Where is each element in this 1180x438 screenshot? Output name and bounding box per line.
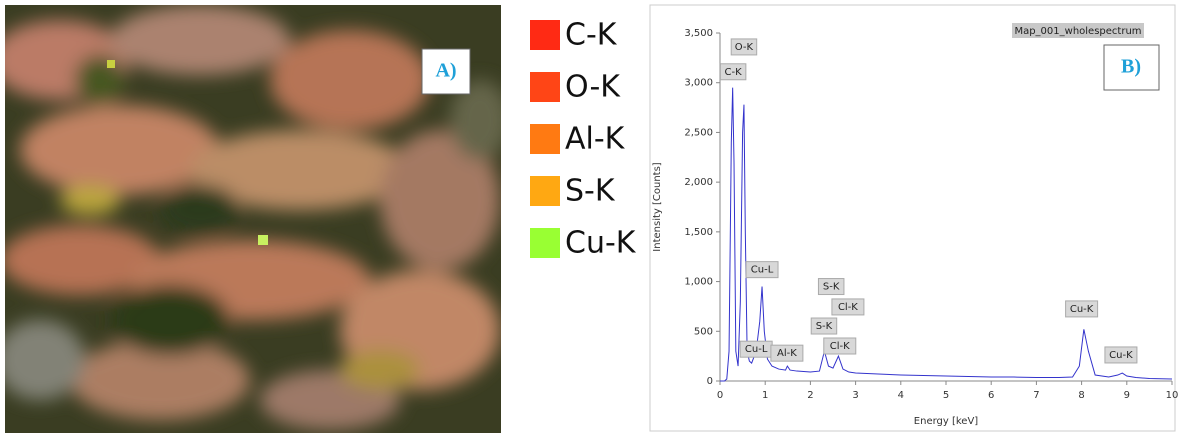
- y-tick-label: 3,500: [684, 28, 713, 39]
- y-tick-label: 3,000: [684, 78, 713, 89]
- y-tick-label: 0: [707, 376, 713, 387]
- legend-swatch: [530, 124, 560, 154]
- y-tick-label: 1,000: [684, 277, 713, 288]
- x-axis-label: Energy [keV]: [914, 416, 979, 427]
- legend-label: Cu-K: [565, 226, 637, 261]
- legend-label: C-K: [565, 18, 618, 53]
- peak-label: S-K: [823, 282, 840, 293]
- figure: A) C-K O-K Al-K S-K Cu-K Map_001_wholespectr…: [0, 0, 1180, 434]
- peak-label: Cl-K: [830, 341, 850, 352]
- x-tick-label: 6: [988, 390, 994, 401]
- peak-label: Cu-L: [751, 265, 774, 276]
- map-legend: C-K O-K Al-K S-K Cu-K: [530, 18, 637, 261]
- legend-label: O-K: [565, 70, 621, 105]
- legend-label: S-K: [565, 174, 616, 209]
- peak-label: Cl-K: [838, 302, 858, 313]
- legend-swatch: [530, 72, 560, 102]
- peak-label: Cu-K: [1109, 350, 1133, 361]
- x-tick-label: 7: [1033, 390, 1039, 401]
- y-tick-label: 1,500: [684, 227, 713, 238]
- x-tick-label: 3: [852, 390, 858, 401]
- peak-label: C-K: [725, 67, 743, 78]
- y-axis-label: Intensity [Counts]: [652, 162, 663, 252]
- legend-swatch: [530, 228, 560, 258]
- peak-label: Cu-L: [745, 344, 768, 355]
- x-tick-label: 4: [898, 390, 904, 401]
- legend-swatch: [530, 20, 560, 50]
- chart-title: Map_001_wholespectrum: [1014, 26, 1141, 37]
- y-tick-label: 500: [694, 326, 713, 337]
- x-tick-label: 9: [1124, 390, 1130, 401]
- peak-label: O-K: [735, 42, 754, 53]
- y-tick-label: 2,500: [684, 127, 713, 138]
- x-tick-label: 0: [717, 390, 723, 401]
- x-tick-label: 5: [943, 390, 949, 401]
- legend-label: Al-K: [565, 122, 626, 157]
- x-tick-label: 1: [762, 390, 768, 401]
- x-tick-label: 8: [1078, 390, 1084, 401]
- x-tick-label: 2: [807, 390, 813, 401]
- chart-label: B): [1121, 56, 1141, 78]
- x-tick-label: 10: [1166, 390, 1179, 401]
- peak-label: Cu-K: [1070, 304, 1094, 315]
- peak-label: Al-K: [777, 348, 797, 359]
- legend-swatch: [530, 176, 560, 206]
- peak-label: S-K: [816, 321, 833, 332]
- map-label: A): [435, 60, 456, 82]
- y-tick-label: 2,000: [684, 177, 713, 188]
